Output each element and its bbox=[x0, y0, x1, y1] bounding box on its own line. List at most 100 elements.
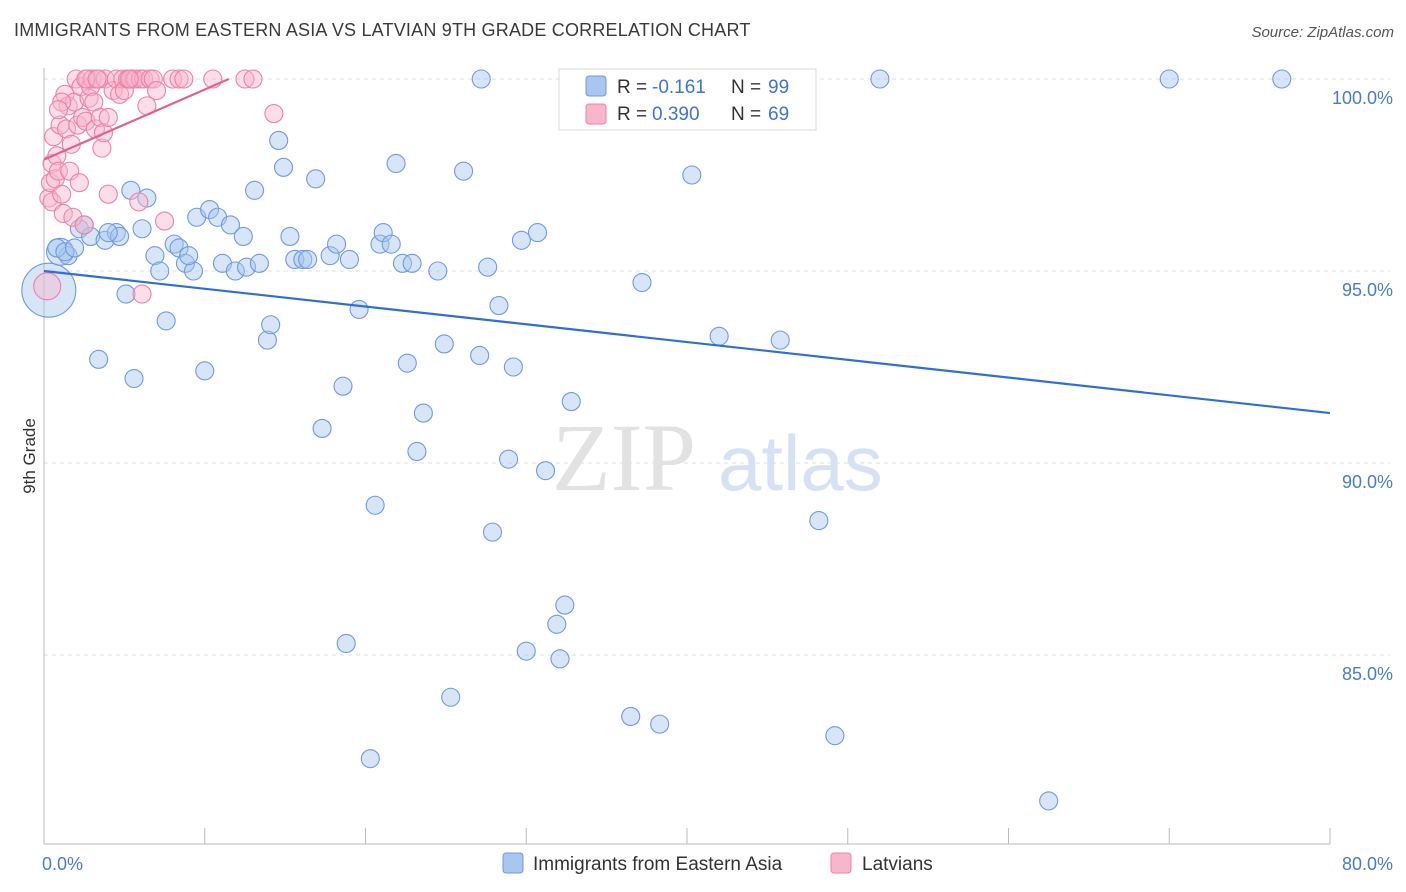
eastern-asia-point bbox=[489, 296, 509, 316]
y-tick-label: 100.0% bbox=[1332, 88, 1393, 108]
latvian-point bbox=[39, 188, 59, 208]
eastern-asia-point bbox=[349, 299, 369, 319]
eastern-asia-point bbox=[236, 257, 257, 277]
latvian-point bbox=[143, 69, 163, 89]
eastern-asia-point bbox=[535, 461, 556, 481]
y-axis-title: 9th Grade bbox=[20, 418, 39, 494]
eastern-asia-point bbox=[145, 246, 165, 266]
eastern-asia-point bbox=[360, 749, 380, 769]
eastern-asia-point bbox=[245, 180, 265, 200]
eastern-asia-point bbox=[132, 219, 152, 239]
eastern-asia-point bbox=[555, 595, 575, 615]
eastern-asia-point bbox=[58, 246, 78, 266]
legend-swatch-blue bbox=[585, 75, 607, 97]
latvian-point bbox=[146, 80, 167, 101]
latvian-point bbox=[69, 173, 89, 193]
eastern-asia-point bbox=[306, 169, 326, 189]
eastern-asia-point bbox=[1272, 69, 1292, 89]
eastern-asia-point bbox=[381, 234, 401, 254]
latvian-point bbox=[90, 107, 110, 127]
eastern-asia-point bbox=[183, 261, 204, 281]
eastern-asia-point bbox=[499, 449, 519, 469]
eastern-asia-point bbox=[121, 180, 141, 200]
eastern-asia-point bbox=[709, 326, 729, 346]
latvian-point bbox=[52, 92, 72, 112]
eastern-asia-point bbox=[89, 349, 109, 369]
eastern-asia-point bbox=[511, 230, 531, 250]
y-tick-label: 95.0% bbox=[1342, 280, 1393, 300]
legend-n-label-1: N = bbox=[731, 77, 761, 98]
eastern-asia-point bbox=[261, 315, 281, 335]
eastern-asia-point bbox=[150, 261, 170, 281]
eastern-asia-point bbox=[98, 223, 118, 243]
latvian-point bbox=[87, 69, 107, 89]
eastern-asia-point bbox=[386, 153, 406, 174]
eastern-asia-point bbox=[175, 253, 196, 273]
stats-legend: R = -0.161 N = 99 R = 0.390 N = 69 bbox=[558, 68, 817, 131]
eastern-asia-point bbox=[320, 246, 340, 266]
eastern-asia-point bbox=[110, 226, 130, 246]
chart-title: IMMIGRANTS FROM EASTERN ASIA VS LATVIAN … bbox=[14, 20, 751, 40]
eastern-asia-point bbox=[407, 441, 427, 462]
eastern-asia-point bbox=[249, 253, 269, 273]
eastern-asia-point bbox=[124, 368, 144, 389]
eastern-asia-point bbox=[365, 495, 385, 515]
series-legend-swatch-pink bbox=[830, 852, 852, 874]
eastern-asia-point bbox=[470, 345, 490, 366]
latvian-point bbox=[169, 69, 189, 89]
eastern-asia-point bbox=[21, 262, 77, 318]
eastern-asia-point bbox=[298, 249, 318, 270]
eastern-asia-point bbox=[682, 165, 702, 185]
eastern-asia-point bbox=[327, 234, 347, 254]
legend-r-value-1: -0.161 bbox=[652, 77, 706, 98]
eastern-asia-point bbox=[478, 257, 498, 277]
eastern-asia-point bbox=[503, 357, 523, 377]
latvian-point bbox=[129, 192, 149, 212]
eastern-asia-point bbox=[312, 418, 332, 438]
series-legend: Immigrants from Eastern Asia Latvians bbox=[502, 852, 933, 875]
latvian-point bbox=[264, 104, 284, 124]
eastern-asia-point bbox=[220, 215, 241, 235]
eastern-asia-point bbox=[632, 272, 652, 293]
eastern-asia-point bbox=[273, 157, 294, 177]
eastern-asia-point bbox=[233, 226, 253, 246]
legend-n-value-1: 99 bbox=[768, 77, 789, 98]
series-legend-swatch-blue bbox=[502, 852, 524, 874]
latvian-point bbox=[74, 215, 94, 235]
ticklabel-layer: 100.0% 95.0% 90.0% 85.0% 0.0% 80.0% bbox=[42, 88, 1393, 874]
latvian-point bbox=[92, 138, 112, 158]
eastern-asia-point bbox=[392, 253, 413, 273]
watermark-atlas: atlas bbox=[718, 419, 883, 507]
eastern-asia-point bbox=[547, 614, 567, 634]
eastern-asia-point bbox=[825, 726, 845, 746]
latvian-point bbox=[119, 69, 139, 89]
eastern-asia-point bbox=[269, 130, 289, 150]
latvian-point bbox=[76, 111, 96, 131]
eastern-asia-point bbox=[1159, 69, 1179, 89]
eastern-asia-point bbox=[434, 334, 454, 354]
latvian-point bbox=[42, 192, 62, 212]
latvian-point bbox=[243, 69, 263, 89]
eastern-asia-point bbox=[561, 392, 581, 412]
latvian-point bbox=[174, 69, 194, 89]
eastern-asia-point bbox=[770, 330, 790, 350]
latvian-point bbox=[48, 161, 69, 181]
series-legend-label-pink: Latvians bbox=[862, 854, 933, 875]
latvian-point bbox=[76, 69, 96, 89]
eastern-asia-point bbox=[195, 361, 215, 381]
legend-n-value-2: 69 bbox=[768, 104, 789, 125]
eastern-asia-point bbox=[621, 706, 641, 726]
eastern-asia-point bbox=[428, 261, 448, 281]
eastern-asia-point bbox=[527, 223, 548, 243]
eastern-asia-point bbox=[471, 69, 491, 89]
latvian-point bbox=[98, 184, 118, 204]
eastern-asia-point bbox=[200, 200, 220, 220]
legend-r-label-1: R = bbox=[617, 77, 647, 98]
eastern-asia-point bbox=[336, 633, 356, 654]
eastern-asia-point bbox=[454, 161, 474, 181]
eastern-asia-point bbox=[257, 330, 277, 350]
eastern-asia-point bbox=[809, 511, 829, 531]
legend-r-value-2: 0.390 bbox=[652, 104, 700, 125]
eastern-asia-point bbox=[179, 246, 199, 266]
eastern-asia-point bbox=[397, 353, 417, 373]
